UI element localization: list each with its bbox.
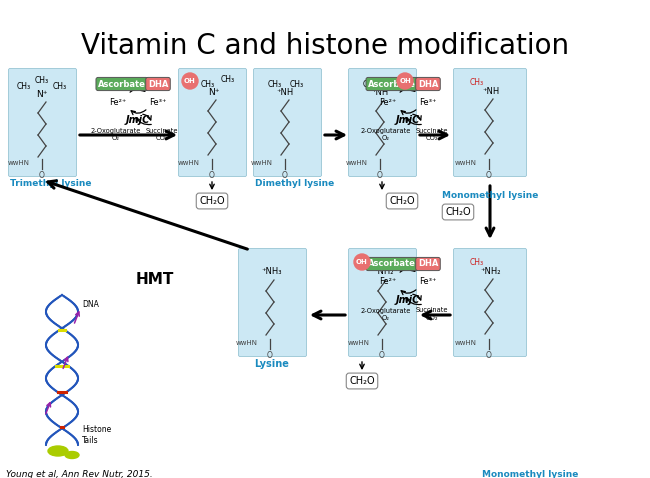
- Text: O: O: [486, 351, 492, 360]
- Text: CH₃: CH₃: [268, 80, 282, 89]
- Text: CH₂O: CH₂O: [389, 196, 415, 206]
- Ellipse shape: [65, 452, 79, 458]
- Circle shape: [182, 73, 198, 89]
- Text: DHA: DHA: [418, 79, 438, 88]
- Text: O: O: [377, 171, 383, 180]
- FancyBboxPatch shape: [454, 249, 526, 357]
- Text: CH₂O: CH₂O: [349, 376, 375, 386]
- Text: DHA: DHA: [418, 260, 438, 269]
- Text: wwHN: wwHN: [455, 340, 477, 346]
- Circle shape: [354, 254, 370, 270]
- Text: 2-Oxoglutarate
O₂: 2-Oxoglutarate O₂: [361, 307, 411, 321]
- Text: OH: OH: [184, 78, 196, 84]
- Text: CH₃: CH₃: [290, 80, 304, 89]
- Text: CH₃: CH₃: [35, 76, 49, 85]
- Text: Monomethyl lysine: Monomethyl lysine: [442, 191, 538, 200]
- Text: Fe²⁺: Fe²⁺: [380, 278, 396, 286]
- Text: Ascorbate: Ascorbate: [368, 79, 416, 88]
- Text: Succinate
CO₂: Succinate CO₂: [146, 128, 178, 141]
- FancyBboxPatch shape: [179, 68, 246, 176]
- Text: O: O: [267, 351, 273, 360]
- Text: ⁺NH₃: ⁺NH₃: [262, 268, 282, 276]
- Text: Monomethyl lysine: Monomethyl lysine: [482, 470, 578, 478]
- Text: Dimethyl lysine: Dimethyl lysine: [255, 179, 334, 188]
- Text: Vitamin C and histone modification: Vitamin C and histone modification: [81, 32, 569, 60]
- Text: 2-Oxoglutarate
O₂: 2-Oxoglutarate O₂: [91, 128, 141, 141]
- Text: Ascorbate: Ascorbate: [368, 260, 416, 269]
- Text: Histone
Tails: Histone Tails: [82, 425, 111, 445]
- Text: 2-Oxoglutarate
O₂: 2-Oxoglutarate O₂: [361, 128, 411, 141]
- Text: DHA: DHA: [148, 79, 168, 88]
- FancyBboxPatch shape: [8, 68, 77, 176]
- Text: ⁺NH: ⁺NH: [371, 87, 389, 97]
- Text: CH₃: CH₃: [17, 82, 31, 91]
- Text: Succinate
CO₂: Succinate CO₂: [416, 307, 448, 321]
- Text: JmjC: JmjC: [396, 295, 420, 305]
- Text: N⁺: N⁺: [208, 87, 220, 97]
- Text: wwHN: wwHN: [236, 340, 258, 346]
- Text: O: O: [209, 171, 215, 180]
- Text: CH₂O: CH₂O: [445, 207, 471, 217]
- Text: wwHN: wwHN: [346, 160, 368, 166]
- Text: CH₃: CH₃: [201, 80, 215, 89]
- FancyBboxPatch shape: [254, 68, 322, 176]
- Text: Fe²⁺: Fe²⁺: [380, 98, 396, 107]
- Text: O: O: [282, 171, 288, 180]
- FancyBboxPatch shape: [454, 68, 526, 176]
- Text: wwHN: wwHN: [251, 160, 273, 166]
- Text: Trimethyl lysine: Trimethyl lysine: [10, 179, 92, 188]
- Text: JmjC: JmjC: [126, 115, 150, 125]
- Text: JmjC: JmjC: [396, 115, 420, 125]
- Text: Ascorbate: Ascorbate: [98, 79, 146, 88]
- Text: O: O: [39, 171, 45, 180]
- Text: ⁺NH₂: ⁺NH₂: [374, 268, 395, 276]
- FancyBboxPatch shape: [348, 68, 417, 176]
- FancyBboxPatch shape: [348, 249, 417, 357]
- Text: Fe³⁺: Fe³⁺: [150, 98, 167, 107]
- Text: wwHN: wwHN: [8, 160, 30, 166]
- Text: ⁺NH₂: ⁺NH₂: [481, 267, 501, 275]
- Text: CH₂O: CH₂O: [199, 196, 225, 206]
- Text: DNA: DNA: [82, 300, 99, 309]
- Text: O: O: [486, 171, 492, 180]
- Text: Young et al, Ann Rev Nutr, 2015.: Young et al, Ann Rev Nutr, 2015.: [6, 470, 153, 478]
- Text: HMT: HMT: [136, 272, 174, 287]
- Text: Lysine: Lysine: [255, 359, 289, 369]
- FancyBboxPatch shape: [239, 249, 307, 357]
- Text: O: O: [379, 351, 385, 360]
- Text: CH₃: CH₃: [470, 78, 484, 87]
- Text: Succinate
CO₂: Succinate CO₂: [416, 128, 448, 141]
- Text: CH₃: CH₃: [53, 82, 67, 91]
- Text: CH₃: CH₃: [221, 75, 235, 84]
- Text: ⁺NH: ⁺NH: [276, 87, 294, 97]
- Text: OH: OH: [399, 78, 411, 84]
- Text: wwHN: wwHN: [455, 160, 477, 166]
- Text: CH₃: CH₃: [470, 258, 484, 267]
- Text: Fe²⁺: Fe²⁺: [109, 98, 127, 107]
- Circle shape: [397, 73, 413, 89]
- Text: wwHN: wwHN: [178, 160, 200, 166]
- Text: wwHN: wwHN: [348, 340, 370, 346]
- Text: CH₃: CH₃: [363, 80, 377, 89]
- Ellipse shape: [48, 446, 68, 456]
- Text: OH: OH: [356, 259, 368, 265]
- Text: Fe³⁺: Fe³⁺: [419, 278, 437, 286]
- Text: Fe³⁺: Fe³⁺: [419, 98, 437, 107]
- Text: ⁺NH: ⁺NH: [482, 87, 500, 96]
- Text: N⁺: N⁺: [36, 89, 47, 98]
